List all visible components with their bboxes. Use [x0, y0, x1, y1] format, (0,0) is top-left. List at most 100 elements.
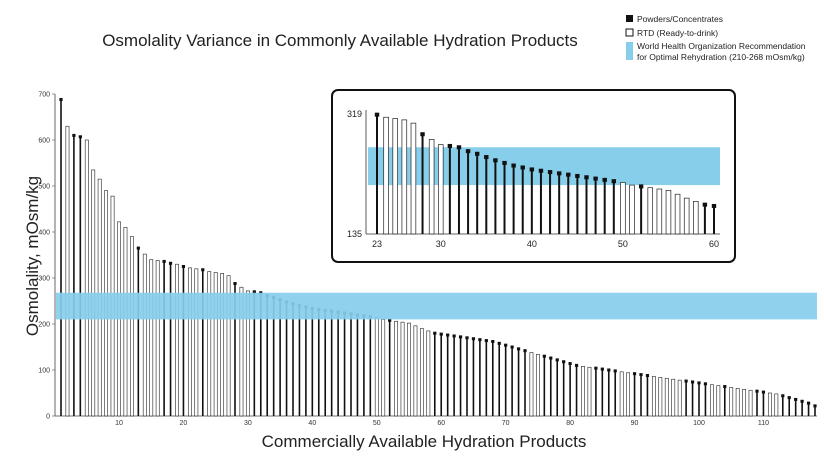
inset-bar [428, 139, 435, 235]
bar [594, 366, 598, 416]
bar-rect [658, 377, 663, 417]
bar [774, 393, 779, 417]
bar [310, 306, 314, 416]
bar [142, 253, 147, 417]
bar [748, 389, 753, 417]
bar [123, 227, 128, 417]
bar-rect [381, 319, 386, 417]
bar-rect [742, 389, 747, 417]
bar-cap [806, 401, 811, 405]
bar [735, 388, 740, 417]
legend-label-who-range: for Optimal Rehydration (210-268 mOsm/kg… [637, 52, 805, 62]
inset-zoom-panel: 135 319 23 30 40 50 60 [331, 89, 736, 263]
inset-bar [674, 193, 681, 235]
bar [806, 401, 811, 416]
bar-rect [123, 227, 128, 417]
bar-cap [252, 290, 256, 294]
x-axis: 10 20 30 40 50 60 70 80 90 100 110 [115, 420, 769, 427]
bar-cap [690, 380, 695, 384]
inset-bar [410, 122, 417, 235]
inset-bar [383, 116, 389, 235]
inset-bar [638, 184, 644, 234]
x-tick-label: 30 [244, 420, 252, 427]
bar [304, 305, 308, 416]
bar-rect [394, 320, 399, 417]
x-tick-label: 20 [180, 420, 188, 427]
x-axis-title: Commercially Available Hydration Product… [262, 432, 587, 451]
bar [497, 341, 501, 416]
bar [330, 309, 334, 416]
bar [484, 339, 488, 416]
bar [336, 310, 340, 416]
inset-bar [529, 167, 535, 234]
inset-bar [401, 119, 408, 235]
bar [542, 354, 546, 416]
inset-bar-cap [447, 143, 453, 148]
inset-bar-rect [392, 118, 398, 235]
x-tick-label: 10 [115, 420, 123, 427]
bar-cap [78, 135, 82, 139]
bar [342, 311, 347, 416]
inset-bar-cap [575, 173, 580, 178]
bar [349, 312, 353, 416]
bar-rect [716, 385, 721, 417]
inset-bar-rect [674, 193, 681, 235]
bar [568, 362, 572, 416]
inset-bar [665, 189, 672, 235]
bar [813, 404, 817, 416]
bar-rect [207, 271, 212, 417]
bar-cap [439, 332, 443, 336]
bar-cap [504, 343, 508, 347]
bar [632, 372, 637, 416]
bar-cap [562, 360, 566, 364]
bar [245, 290, 250, 417]
bar [213, 272, 218, 417]
bar [439, 332, 443, 416]
bar [381, 319, 386, 417]
bar-rect [413, 325, 418, 417]
inset-bar [392, 118, 398, 235]
bar [761, 390, 766, 416]
x-tick-label: 50 [373, 420, 381, 427]
inset-bar-cap [502, 160, 507, 165]
bar [677, 379, 682, 417]
bar-rect [187, 267, 192, 417]
inset-bar-cap [493, 158, 498, 163]
bar [510, 345, 514, 416]
bar [168, 261, 173, 416]
bar [549, 356, 553, 416]
x-tick-label: 110 [758, 420, 769, 427]
bar-cap [516, 347, 521, 351]
inset-bar [611, 179, 617, 234]
bar-cap [72, 133, 76, 137]
inset-bar [520, 165, 525, 234]
bar-rect [65, 125, 70, 417]
bar-cap [639, 373, 643, 377]
inset-bar-cap [456, 145, 462, 150]
inset-y-tick-label: 319 [347, 109, 362, 119]
inset-bar-rect [629, 184, 635, 235]
bar [362, 314, 366, 416]
inset-bar [438, 144, 444, 235]
bar-rect [677, 379, 682, 417]
inset-bar-cap [420, 132, 425, 137]
inset-bar-cap [474, 151, 480, 156]
bar-cap [645, 374, 650, 378]
legend-label-rtd: RTD (Ready-to-drink) [637, 28, 718, 38]
bar [600, 367, 604, 416]
inset-bar [620, 182, 626, 235]
x-tick-label: 40 [308, 420, 316, 427]
bar [388, 318, 392, 416]
bar-rect [529, 352, 534, 417]
bar [639, 373, 643, 416]
inset-bar [702, 202, 708, 234]
bar [478, 338, 482, 416]
bar-rect [619, 371, 624, 417]
bar [800, 399, 804, 416]
bar-cap [181, 265, 186, 268]
inset-bar-rect [656, 188, 663, 235]
bar [155, 260, 160, 417]
x-tick-label: 70 [502, 420, 510, 427]
bar [767, 392, 772, 417]
bar-rect [671, 378, 676, 417]
